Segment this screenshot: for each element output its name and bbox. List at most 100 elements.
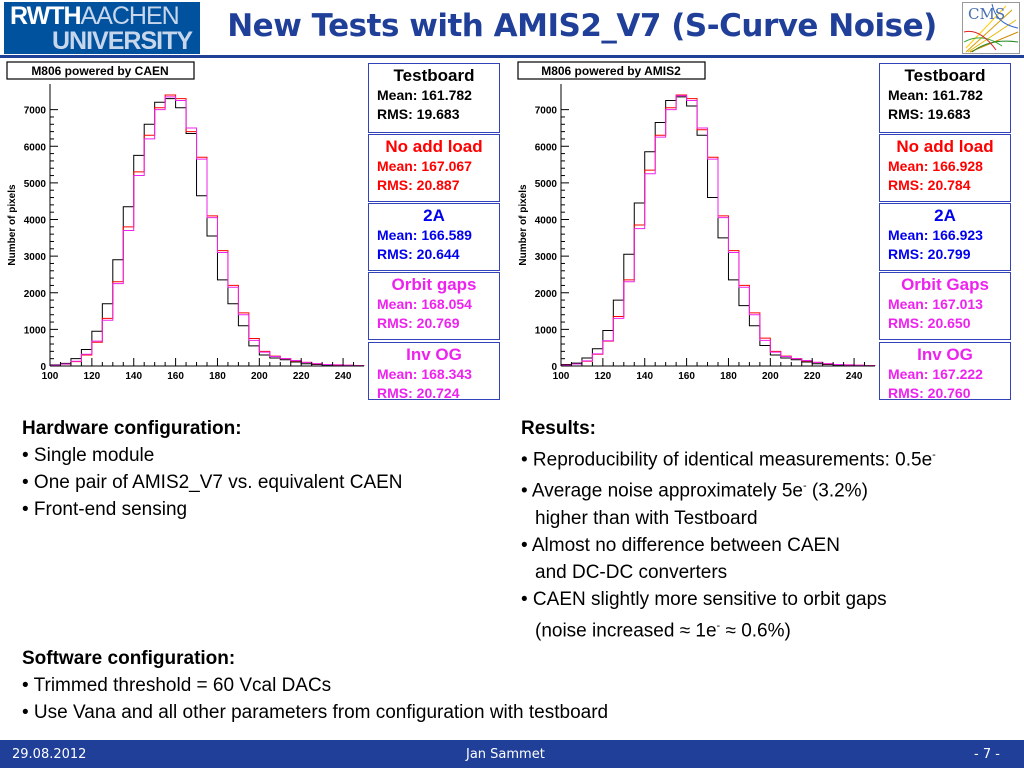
slide-header: RWTHAACHEN UNIVERSITY New Tests with AMI… xyxy=(0,0,1024,58)
results-item-text: • Average noise approximately 5e xyxy=(521,480,803,502)
stats-mean: Mean: 167.067 xyxy=(377,158,472,174)
y-tick-label: 0 xyxy=(551,362,557,373)
footer-author: Jan Sammet xyxy=(466,747,545,762)
stats-name: Orbit gaps xyxy=(391,275,477,294)
x-tick-label: 120 xyxy=(595,371,612,382)
stats-name: Testboard xyxy=(393,66,475,85)
results-item-tail: (3.2%) xyxy=(806,480,868,502)
y-tick-label: 2000 xyxy=(24,289,47,300)
results-item: • CAEN slightly more sensitive to orbit … xyxy=(521,586,1021,613)
results-item-text: (noise increased ≈ 1e xyxy=(535,619,717,641)
results-item-sup: - xyxy=(802,480,807,493)
stats-name: Testboard xyxy=(904,66,986,85)
chart-title: M806 powered by AMIS2 xyxy=(541,64,681,78)
cms-logo-icon: CMS xyxy=(962,2,1020,54)
stats-mean: Mean: 167.013 xyxy=(888,296,983,312)
x-tick-label: 180 xyxy=(720,371,737,382)
hardware-item: • Front-end sensing xyxy=(22,499,188,520)
results-item: • Almost no difference between CAEN xyxy=(521,532,1021,559)
software-item: • Trimmed threshold = 60 Vcal DACs xyxy=(22,675,332,696)
x-tick-label: 160 xyxy=(678,371,695,382)
x-tick-label: 140 xyxy=(636,371,653,382)
rwth-logo: RWTHAACHEN UNIVERSITY xyxy=(4,2,200,55)
results-item-sup: - xyxy=(716,619,721,632)
results-item-tail: ≈ 0.6%) xyxy=(720,619,791,641)
results-item-text: and DC-DC converters xyxy=(535,561,728,583)
results: Results: • Reproducibility of identical … xyxy=(521,415,1021,644)
histogram-amis2-plot: M806 powered by AMIS2 0 1000 2000 3000 4000 50… xyxy=(517,61,876,382)
results-title: Results: xyxy=(521,418,596,439)
stats-name: No add load xyxy=(896,137,994,156)
stats-box-2a: 2A Mean: 166.923 RMS: 20.799 xyxy=(879,203,1011,271)
stats-mean: Mean: 166.589 xyxy=(377,227,472,243)
results-item-sup: - xyxy=(932,449,936,461)
results-item-text: • Reproducibility of identical measureme… xyxy=(521,449,933,471)
stats-name: No add load xyxy=(385,137,483,156)
stats-rms: RMS: 19.683 xyxy=(888,106,971,122)
stats-mean: Mean: 168.343 xyxy=(377,366,472,382)
x-tick-label: 160 xyxy=(167,371,184,382)
x-tick-label: 120 xyxy=(84,371,101,382)
x-tick-label: 220 xyxy=(293,371,310,382)
stats-rms: RMS: 20.887 xyxy=(377,177,460,193)
stats-rms: RMS: 20.644 xyxy=(377,246,460,262)
hardware-config: Hardware configuration: • Single module … xyxy=(22,415,403,523)
stats-mean: Mean: 168.054 xyxy=(377,296,472,312)
stats-box-no-add-load: No add load Mean: 166.928 RMS: 20.784 xyxy=(879,134,1011,202)
x-tick-label: 100 xyxy=(42,371,59,382)
results-item: (noise increased ≈ 1e- ≈ 0.6%) xyxy=(521,613,1021,644)
logo-aachen: AACHEN xyxy=(80,2,180,30)
results-item: higher than with Testboard xyxy=(521,505,1021,532)
stats-box-orbit-gaps: Orbit gaps Mean: 168.054 RMS: 20.769 xyxy=(368,272,500,340)
page-title: New Tests with AMIS2_V7 (S-Curve Noise) xyxy=(227,8,937,44)
stats-mean: Mean: 167.222 xyxy=(888,366,983,382)
stats-box-testboard: Testboard Mean: 161.782 RMS: 19.683 xyxy=(879,63,1011,133)
chart-title: M806 powered by CAEN xyxy=(31,64,168,78)
stats-mean: Mean: 161.782 xyxy=(377,87,472,103)
stats-box-2a: 2A Mean: 166.589 RMS: 20.644 xyxy=(368,203,500,271)
histogram-caen-plot: M806 powered by CAEN 0 1000 2000 3000 4000 500… xyxy=(6,61,365,382)
software-config: Software configuration: • Trimmed thresh… xyxy=(22,645,608,726)
stats-box-orbit-gaps: Orbit Gaps Mean: 167.013 RMS: 20.650 xyxy=(879,272,1011,340)
hardware-item: • Single module xyxy=(22,445,155,466)
results-item: and DC-DC converters xyxy=(521,559,1021,586)
y-tick-label: 6000 xyxy=(535,142,558,153)
y-tick-label: 5000 xyxy=(24,179,47,190)
x-tick-label: 200 xyxy=(251,371,268,382)
stats-rms: RMS: 20.769 xyxy=(377,315,460,331)
results-item: • Average noise approximately 5e- (3.2%) xyxy=(521,473,1021,504)
stats-name: 2A xyxy=(934,206,956,225)
stats-mean: Mean: 161.782 xyxy=(888,87,983,103)
y-axis-label: Number of pixels xyxy=(7,184,18,266)
stats-rms: RMS: 19.683 xyxy=(377,106,460,122)
logo-university: UNIVERSITY xyxy=(52,27,193,55)
y-tick-label: 3000 xyxy=(24,252,47,263)
x-tick-label: 240 xyxy=(846,371,863,382)
stats-mean: Mean: 166.923 xyxy=(888,227,983,243)
hardware-title: Hardware configuration: xyxy=(22,418,242,439)
x-tick-label: 240 xyxy=(335,371,352,382)
y-tick-label: 0 xyxy=(40,362,46,373)
logo-rwth: RWTH xyxy=(10,2,82,30)
histogram-amis2: M806 powered by AMIS2 0 1000 2000 3000 4000 50… xyxy=(515,60,1015,400)
stats-name: Inv OG xyxy=(917,345,973,364)
chart-title-box xyxy=(6,61,195,80)
footer: 29.08.2012 Jan Sammet - 7 - xyxy=(0,740,1024,768)
stats-rms: RMS: 20.760 xyxy=(888,385,971,400)
hardware-item: • One pair of AMIS2_V7 vs. equivalent CA… xyxy=(22,472,403,493)
cms-logo-text: CMS xyxy=(968,5,1005,23)
stats-box-testboard: Testboard Mean: 161.782 RMS: 19.683 xyxy=(368,63,500,133)
x-tick-label: 180 xyxy=(209,371,226,382)
stats-rms: RMS: 20.784 xyxy=(888,177,971,193)
header-rule xyxy=(0,55,1024,58)
y-tick-label: 7000 xyxy=(535,106,558,117)
y-tick-label: 6000 xyxy=(24,142,47,153)
x-tick-label: 200 xyxy=(762,371,779,382)
results-item: • Reproducibility of identical measureme… xyxy=(521,442,1021,473)
stats-box-inv-og: Inv OG Mean: 168.343 RMS: 20.724 xyxy=(368,342,500,400)
histogram-caen: M806 powered by CAEN 0 1000 2000 3000 4000 500… xyxy=(4,60,504,400)
results-item-text: • CAEN slightly more sensitive to orbit … xyxy=(521,588,887,610)
stats-name: Inv OG xyxy=(406,345,462,364)
results-item-text: • Almost no difference between CAEN xyxy=(521,534,840,556)
chart-title-box xyxy=(517,61,706,80)
